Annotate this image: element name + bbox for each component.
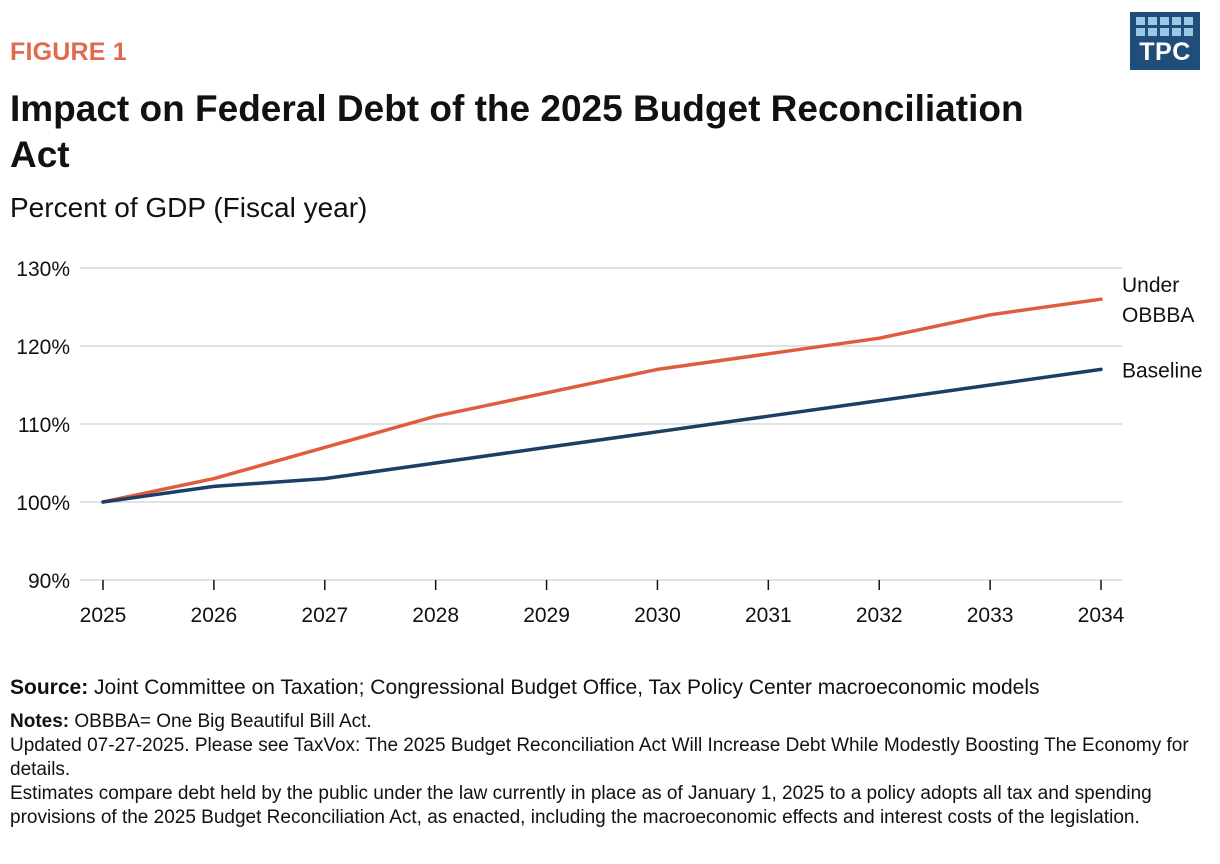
x-tick-label: 2029	[523, 604, 570, 627]
x-tick-label: 2025	[80, 604, 127, 627]
estimates-note: Estimates compare debt held by the publi…	[10, 783, 1152, 828]
source-text: Joint Committee on Taxation; Congression…	[88, 676, 1040, 699]
logo-text: TPC	[1139, 38, 1191, 66]
y-tick-label: 110%	[18, 414, 70, 437]
gridlines	[80, 267, 1122, 581]
series-label: OBBBA	[1122, 304, 1194, 327]
series-label: Under	[1122, 274, 1179, 297]
notes-block: Notes: OBBBA= One Big Beautiful Bill Act…	[10, 710, 1210, 830]
updated-note: Updated 07-27-2025. Please see TaxVox: T…	[10, 735, 1189, 780]
line-chart: 90% 100% 110% 120% 130% 2025 2026 2027 2028 2029…	[16, 258, 1203, 627]
x-tick-label: 2026	[191, 604, 238, 627]
notes-line: Notes: OBBBA= One Big Beautiful Bill Act…	[10, 710, 1210, 734]
y-tick-label: 120%	[16, 336, 70, 359]
series-labels: Under OBBBA Baseline	[1122, 274, 1203, 382]
series-label: Baseline	[1122, 359, 1203, 382]
x-tick-label: 2032	[856, 604, 903, 627]
series-lines	[101, 297, 1103, 504]
chart-subtitle: Percent of GDP (Fiscal year)	[10, 192, 368, 223]
logo-grid-icon	[1136, 17, 1194, 39]
x-tick-label: 2031	[745, 604, 792, 627]
notes-label: Notes:	[10, 711, 70, 732]
tpc-logo: TPC	[1130, 12, 1200, 70]
source-note: Source: Joint Committee on Taxation; Con…	[10, 676, 1039, 700]
figure-label: FIGURE 1	[10, 38, 127, 66]
x-tick-label: 2033	[967, 604, 1014, 627]
source-label: Source:	[10, 676, 89, 699]
notes-text: OBBBA= One Big Beautiful Bill Act.	[69, 711, 372, 732]
x-tick-label: 2030	[634, 604, 681, 627]
x-tick-label: 2034	[1078, 604, 1125, 627]
y-axis-ticks: 90% 100% 110% 120% 130%	[16, 258, 70, 593]
y-tick-label: 130%	[16, 258, 70, 281]
chart-title: Impact on Federal Debt of the 2025 Budge…	[10, 88, 1024, 175]
series-line-baseline	[101, 367, 1103, 504]
x-tick-label: 2027	[301, 604, 348, 627]
series-line-under-obbba	[101, 297, 1103, 504]
x-tick-label: 2028	[412, 604, 459, 627]
y-tick-label: 100%	[16, 492, 70, 515]
y-tick-label: 90%	[28, 570, 70, 593]
x-axis: 2025 2026 2027 2028 2029 2030 2031 2032 2033 2034	[80, 580, 1125, 627]
